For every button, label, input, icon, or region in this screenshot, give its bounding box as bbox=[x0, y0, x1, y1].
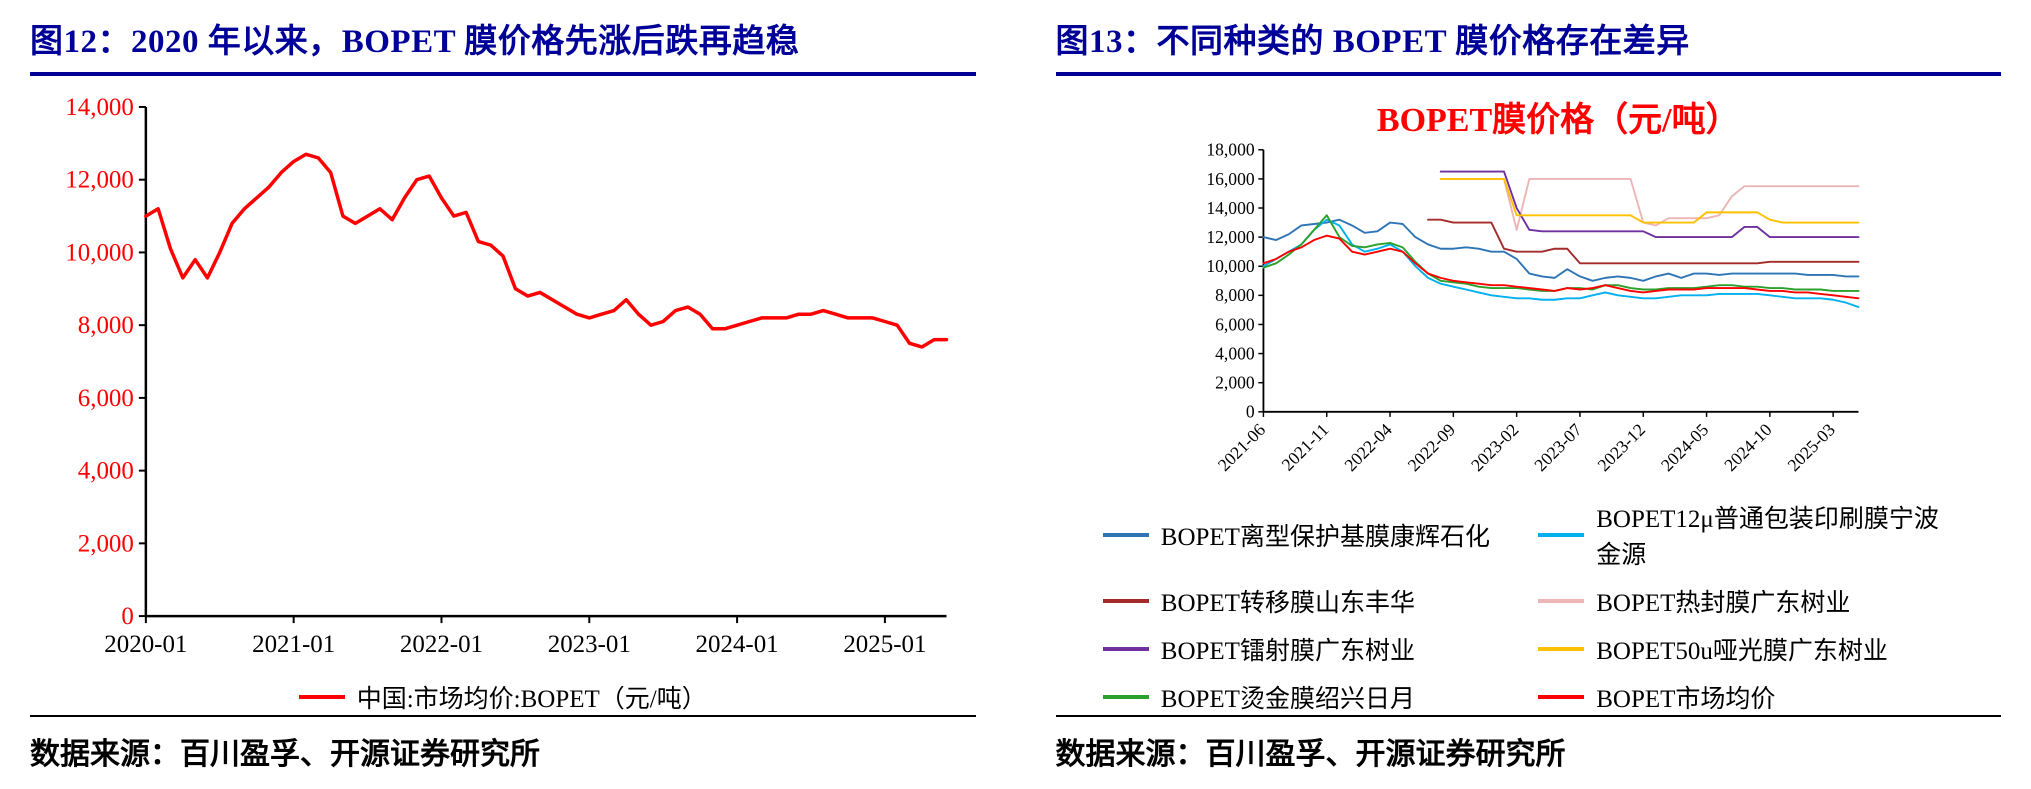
fig13-line-chart: 0 2,000 4,000 6,000 8,000 10,000 12,000 14,000 1… bbox=[1206, 141, 1859, 475]
legend-line-swatch bbox=[1538, 647, 1585, 651]
legend-line-swatch bbox=[1538, 695, 1585, 699]
legend-label: BOPET转移膜山东丰华 bbox=[1160, 590, 1415, 617]
y-tick-label: 8,000 bbox=[78, 312, 134, 339]
x-tick-label: 2022-01 bbox=[400, 631, 483, 658]
x-tick-label: 2022-04 bbox=[1340, 419, 1396, 475]
x-tick-label: 2024-10 bbox=[1720, 419, 1776, 475]
legend-item: BOPET镭射膜广东树业 bbox=[1102, 631, 1518, 667]
y-tick-label: 10,000 bbox=[65, 239, 134, 266]
legend-item: BOPET12μ普通包装印刷膜宁波金源 bbox=[1538, 499, 1953, 571]
figure-13-source: 数据来源：百川盈孚、开源证券研究所 bbox=[1055, 715, 2001, 773]
y-tick-label: 10,000 bbox=[1206, 256, 1254, 276]
legend-item: BOPET50u哑光膜广东树业 bbox=[1538, 631, 1953, 667]
x-tick-label: 2021-06 bbox=[1213, 419, 1269, 475]
y-tick-label: 0 bbox=[1245, 402, 1254, 422]
series-line bbox=[1439, 170, 1859, 239]
y-tick-label: 18,000 bbox=[1206, 141, 1254, 160]
legend-item: BOPET离型保护基膜康辉石化 bbox=[1102, 499, 1518, 571]
legend-item: BOPET热封膜广东树业 bbox=[1538, 583, 1953, 619]
figure-12-source: 数据来源：百川盈孚、开源证券研究所 bbox=[30, 715, 976, 773]
y-tick-label: 6,000 bbox=[78, 385, 134, 412]
series-line bbox=[144, 152, 949, 349]
x-tick-label: 2025-01 bbox=[843, 631, 926, 658]
series-line bbox=[1261, 218, 1859, 308]
fig12-legend: 中国:市场均价:BOPET（元/吨） bbox=[30, 679, 976, 715]
y-tick-label: 2,000 bbox=[78, 530, 134, 557]
x-tick-label: 2025-03 bbox=[1783, 419, 1839, 475]
legend-item: BOPET转移膜山东丰华 bbox=[1102, 583, 1518, 619]
fig13-legend: BOPET离型保护基膜康辉石化 BOPET12μ普通包装印刷膜宁波金源 BOPET转… bbox=[1102, 499, 1954, 715]
y-tick-label: 12,000 bbox=[1206, 227, 1254, 247]
x-tick-label: 2023-01 bbox=[548, 631, 631, 658]
series-line bbox=[1426, 218, 1859, 265]
y-tick-label: 14,000 bbox=[1206, 198, 1254, 218]
series-line bbox=[1261, 218, 1859, 282]
figure-13-title: 图13：不同种类的 BOPET 膜价格存在差异 bbox=[1055, 24, 1690, 60]
legend-label: BOPET12μ普通包装印刷膜宁波金源 bbox=[1596, 506, 1939, 569]
legend-line-swatch bbox=[1102, 533, 1149, 537]
x-tick-label: 2021-11 bbox=[1277, 420, 1332, 475]
legend-line-swatch bbox=[1538, 599, 1585, 603]
legend-line-swatch bbox=[1102, 599, 1149, 603]
legend-label: BOPET镭射膜广东树业 bbox=[1160, 638, 1415, 665]
x-tick-label: 2023-12 bbox=[1593, 420, 1648, 475]
x-tick-label: 2022-09 bbox=[1403, 419, 1459, 475]
y-tick-label: 14,000 bbox=[65, 94, 134, 121]
y-tick-label: 4,000 bbox=[1215, 343, 1255, 363]
y-tick-label: 12,000 bbox=[65, 167, 134, 194]
legend-label: BOPET市场均价 bbox=[1596, 686, 1776, 713]
figure-13-title-block: 图13：不同种类的 BOPET 膜价格存在差异 bbox=[1055, 12, 2001, 76]
legend-item: 中国:市场均价:BOPET（元/吨） bbox=[298, 679, 707, 715]
fig12-line-chart: 0 2,000 4,000 6,000 8,000 10,000 12,000 14,000 2… bbox=[65, 94, 949, 658]
legend-line-swatch bbox=[298, 695, 345, 699]
legend-line-swatch bbox=[1538, 533, 1585, 537]
series-line bbox=[1439, 177, 1859, 231]
legend-label: BOPET烫金膜绍兴日月 bbox=[1160, 686, 1415, 713]
legend-label: BOPET热封膜广东树业 bbox=[1596, 590, 1851, 617]
figure-12-panel: 图12：2020 年以来，BOPET 膜价格先涨后跌再趋稳 0 2,000 4,00… bbox=[30, 12, 976, 773]
legend-line-swatch bbox=[1102, 695, 1149, 699]
series-line bbox=[1261, 234, 1859, 300]
x-tick-label: 2023-07 bbox=[1530, 419, 1586, 475]
legend-label: 中国:市场均价:BOPET（元/吨） bbox=[356, 686, 707, 713]
legend-label: BOPET离型保护基膜康辉石化 bbox=[1160, 524, 1490, 551]
figure-12-title-block: 图12：2020 年以来，BOPET 膜价格先涨后跌再趋稳 bbox=[30, 12, 976, 76]
y-tick-label: 8,000 bbox=[1215, 285, 1255, 305]
figure-12-title: 图12：2020 年以来，BOPET 膜价格先涨后跌再趋稳 bbox=[30, 24, 800, 60]
y-tick-label: 16,000 bbox=[1206, 169, 1254, 189]
x-tick-label: 2024-01 bbox=[696, 631, 779, 658]
legend-item: BOPET市场均价 bbox=[1538, 679, 1953, 715]
y-tick-label: 6,000 bbox=[1215, 314, 1255, 334]
x-tick-label: 2024-05 bbox=[1656, 419, 1712, 475]
fig13-chart-title: BOPET膜价格（元/吨） bbox=[1376, 102, 1740, 139]
y-tick-label: 0 bbox=[121, 603, 133, 630]
legend-label: BOPET50u哑光膜广东树业 bbox=[1596, 638, 1888, 665]
series-line bbox=[1439, 177, 1859, 224]
legend-item: BOPET烫金膜绍兴日月 bbox=[1102, 679, 1518, 715]
x-tick-label: 2020-01 bbox=[104, 631, 187, 658]
y-tick-label: 2,000 bbox=[1215, 373, 1255, 393]
y-tick-label: 4,000 bbox=[78, 458, 134, 485]
x-tick-label: 2023-02 bbox=[1466, 420, 1521, 475]
legend-line-swatch bbox=[1102, 647, 1149, 651]
x-tick-label: 2021-01 bbox=[252, 631, 335, 658]
